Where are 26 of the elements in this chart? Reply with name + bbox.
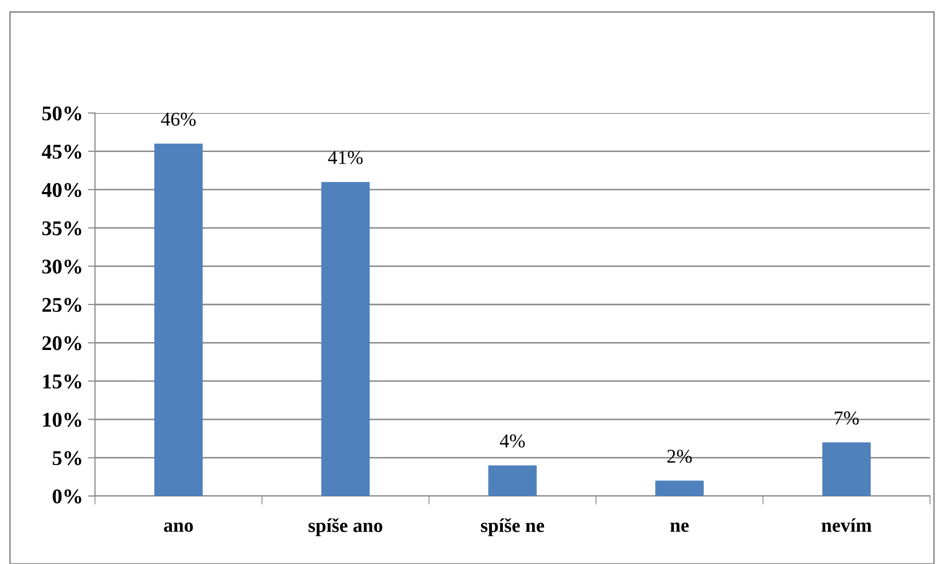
data-label: 46% xyxy=(161,112,196,126)
x-tick-label: spíše ne xyxy=(480,518,544,536)
bar xyxy=(655,480,704,496)
y-tick-label: 10% xyxy=(43,412,82,427)
data-label: 2% xyxy=(667,450,692,463)
x-tick-label: ano xyxy=(164,522,193,532)
bar xyxy=(321,182,370,496)
y-tick-label: 25% xyxy=(42,298,82,312)
y-tick-label: 30% xyxy=(42,260,82,274)
data-label: 7% xyxy=(834,411,859,425)
y-tick-label: 15% xyxy=(43,374,82,389)
y-tick-label: 5% xyxy=(52,451,82,466)
x-tick-label: ne xyxy=(670,522,689,532)
data-label: 4% xyxy=(500,434,525,448)
bar xyxy=(822,442,871,496)
bar xyxy=(154,144,203,496)
y-tick-label: 20% xyxy=(42,336,82,350)
bar xyxy=(488,465,537,496)
y-tick-label: 0% xyxy=(52,489,82,504)
data-label: 41% xyxy=(328,150,363,164)
y-tick-label: 40% xyxy=(42,182,82,198)
y-tick-label: 35% xyxy=(42,221,82,236)
y-tick-label: 45% xyxy=(42,144,82,159)
x-tick-label: spíše ano xyxy=(308,518,382,536)
y-tick-label: 50% xyxy=(42,106,82,120)
x-tick-label: nevím xyxy=(822,518,872,532)
